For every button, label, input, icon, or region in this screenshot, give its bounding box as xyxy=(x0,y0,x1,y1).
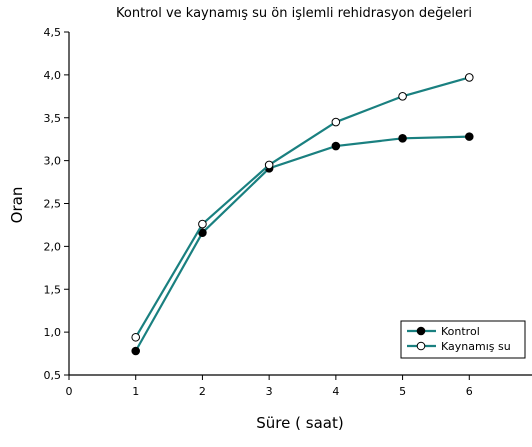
data-point xyxy=(465,74,473,82)
x-tick-label: 1 xyxy=(132,385,139,398)
chart-title: Kontrol ve kaynamış su ön işlemli rehidr… xyxy=(116,6,472,21)
y-axis-label: Oran xyxy=(8,187,26,224)
legend-label: Kaynamış su xyxy=(441,340,511,353)
x-tick-label: 3 xyxy=(266,385,273,398)
y-tick-label: 4,0 xyxy=(44,69,62,82)
y-tick-label: 2,5 xyxy=(44,198,62,211)
y-tick-label: 3,0 xyxy=(44,155,62,168)
data-point xyxy=(265,161,273,169)
y-tick-label: 1,5 xyxy=(44,283,62,296)
series-line xyxy=(136,137,470,351)
legend-label: Kontrol xyxy=(441,325,480,338)
x-tick-label: 2 xyxy=(199,385,206,398)
y-tick-label: 2,0 xyxy=(44,240,62,253)
data-point xyxy=(332,118,340,126)
series-line xyxy=(136,77,470,337)
x-tick-label: 0 xyxy=(66,385,73,398)
series-kaynamis-su xyxy=(132,74,473,341)
data-point xyxy=(399,93,407,101)
y-tick-label: 4,5 xyxy=(44,26,62,39)
data-point xyxy=(332,142,340,150)
x-tick-label: 6 xyxy=(466,385,473,398)
y-tick-label: 0,5 xyxy=(44,369,62,382)
y-tick-label: 1,0 xyxy=(44,326,62,339)
x-tick-label: 4 xyxy=(332,385,339,398)
legend-marker xyxy=(417,327,425,335)
series-layer xyxy=(132,74,473,355)
data-point xyxy=(399,135,407,143)
legend-marker xyxy=(417,342,425,350)
data-point xyxy=(199,220,207,228)
y-tick-label: 3,5 xyxy=(44,112,62,125)
x-axis-label: Süre ( saat) xyxy=(256,414,343,432)
data-point xyxy=(132,347,140,355)
data-point xyxy=(465,133,473,141)
data-point xyxy=(132,333,140,341)
x-tick-label: 5 xyxy=(399,385,406,398)
legend: Kontrol Kaynamış su xyxy=(401,321,525,358)
